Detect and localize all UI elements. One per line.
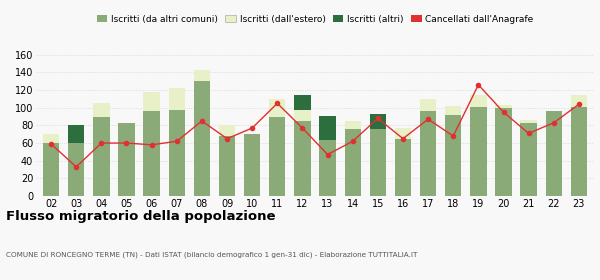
- Bar: [370, 129, 386, 196]
- Bar: [395, 139, 411, 196]
- Bar: [370, 114, 386, 129]
- Bar: [68, 143, 85, 196]
- Legend: Iscritti (da altri comuni), Iscritti (dall'estero), Iscritti (altri), Cancellati: Iscritti (da altri comuni), Iscritti (da…: [93, 11, 537, 27]
- Bar: [319, 140, 336, 196]
- Bar: [445, 106, 461, 115]
- Bar: [420, 99, 436, 111]
- Bar: [395, 128, 411, 139]
- Bar: [143, 111, 160, 196]
- Text: Flusso migratorio della popolazione: Flusso migratorio della popolazione: [6, 210, 275, 223]
- Bar: [118, 123, 134, 196]
- Bar: [194, 81, 210, 196]
- Bar: [520, 123, 537, 196]
- Bar: [143, 92, 160, 111]
- Bar: [470, 107, 487, 196]
- Bar: [219, 125, 235, 136]
- Bar: [571, 95, 587, 107]
- Bar: [470, 95, 487, 107]
- Bar: [269, 116, 286, 196]
- Bar: [93, 103, 110, 116]
- Bar: [520, 120, 537, 123]
- Bar: [244, 134, 260, 196]
- Bar: [319, 116, 336, 140]
- Bar: [43, 143, 59, 196]
- Bar: [294, 121, 311, 196]
- Bar: [169, 110, 185, 196]
- Bar: [496, 105, 512, 108]
- Bar: [269, 99, 286, 116]
- Bar: [294, 109, 311, 121]
- Bar: [496, 108, 512, 196]
- Bar: [344, 121, 361, 129]
- Bar: [344, 129, 361, 196]
- Bar: [219, 136, 235, 196]
- Bar: [445, 115, 461, 196]
- Bar: [420, 111, 436, 196]
- Bar: [169, 88, 185, 110]
- Bar: [294, 95, 311, 109]
- Bar: [43, 134, 59, 143]
- Bar: [545, 111, 562, 196]
- Bar: [571, 107, 587, 196]
- Text: COMUNE DI RONCEGNO TERME (TN) - Dati ISTAT (bilancio demografico 1 gen-31 dic) -: COMUNE DI RONCEGNO TERME (TN) - Dati IST…: [6, 252, 418, 258]
- Bar: [68, 125, 85, 143]
- Bar: [194, 70, 210, 81]
- Bar: [93, 116, 110, 196]
